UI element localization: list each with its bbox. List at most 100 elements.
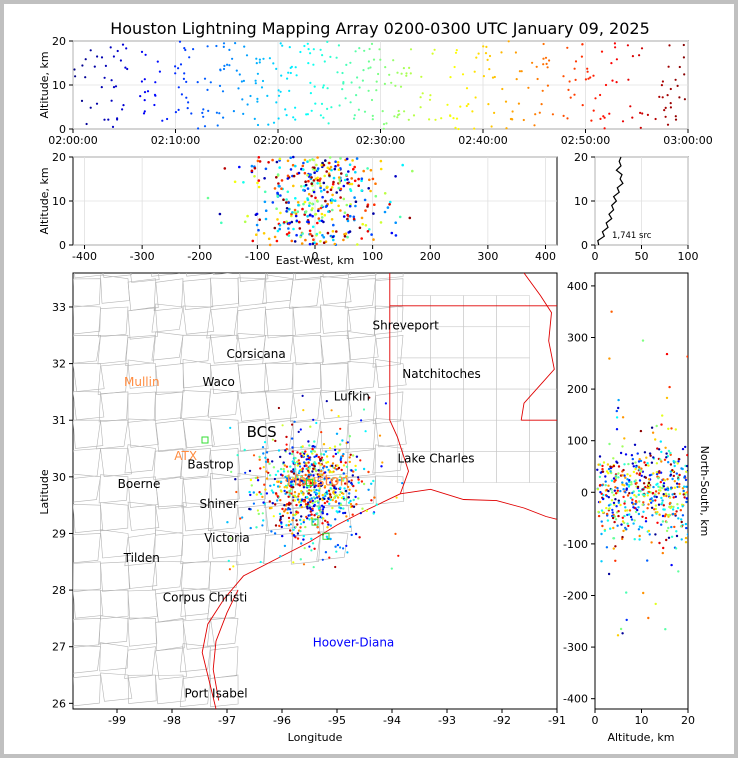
east-west-source-point [264, 217, 268, 221]
north-south-source-point [665, 396, 669, 400]
county-outline [179, 674, 211, 708]
map-source-point [321, 458, 325, 462]
map-source-point [316, 500, 319, 503]
map-source-point [324, 450, 328, 453]
map-source-point [296, 532, 300, 535]
station-marker [322, 532, 330, 540]
time-altitude-source-point [440, 117, 443, 120]
time-altitude-source-point [185, 96, 188, 99]
map-source-point [302, 534, 305, 538]
time-altitude-source-point [545, 62, 548, 65]
north-south-source-point [682, 489, 685, 493]
time-axis-tick-label: 02:50:00 [561, 134, 610, 147]
north-south-source-point [660, 423, 663, 426]
north-south-source-point [613, 480, 616, 483]
county-outline [99, 642, 129, 672]
map-source-point [297, 495, 300, 498]
time-altitude-source-point [384, 66, 387, 69]
time-altitude-source-point [629, 105, 632, 108]
north-south-source-point [617, 398, 620, 402]
time-altitude-source-point [139, 95, 142, 98]
map-source-point [292, 486, 295, 489]
north-south-source-point [597, 510, 600, 514]
east-west-source-point [312, 158, 315, 162]
east-west-y-tick-label: 20 [52, 151, 66, 164]
east-west-source-point [313, 171, 316, 174]
map-source-point [339, 486, 342, 489]
time-altitude-source-point [266, 94, 269, 97]
north-south-source-point [627, 485, 631, 488]
map-source-point [296, 523, 299, 526]
map-source-point [310, 497, 313, 500]
time-altitude-source-point [121, 43, 125, 46]
map-source-point [280, 521, 283, 524]
east-west-source-point [360, 177, 364, 180]
east-west-source-point [348, 163, 352, 166]
time-altitude-source-point [511, 110, 514, 113]
north-south-source-point [616, 524, 619, 527]
east-west-source-point [271, 201, 275, 204]
time-altitude-source-point [658, 95, 661, 98]
time-altitude-source-point [396, 71, 399, 74]
county-outline [237, 419, 269, 452]
north-south-source-point [617, 514, 620, 518]
time-altitude-source-point [664, 115, 667, 118]
map-source-point [354, 532, 358, 536]
time-altitude-source-point [80, 99, 84, 102]
map-source-point [335, 480, 338, 483]
east-west-source-point [286, 159, 290, 163]
county-outline [239, 273, 269, 282]
map-source-point [299, 479, 302, 482]
north-south-source-point [677, 570, 680, 573]
map-source-point [329, 524, 332, 527]
north-south-source-point [655, 424, 658, 428]
north-south-source-point [633, 538, 636, 541]
map-source-point [302, 538, 305, 541]
east-west-source-point [282, 221, 286, 224]
east-west-source-point [267, 237, 271, 241]
county-outline [292, 362, 321, 392]
north-south-source-point [611, 516, 615, 520]
map-source-point [270, 489, 274, 492]
east-west-source-point [317, 209, 320, 213]
county-outline [73, 305, 101, 335]
time-altitude-source-point [453, 65, 456, 69]
east-west-source-point [314, 177, 318, 181]
county-outline [125, 334, 156, 367]
north-south-source-point [680, 538, 683, 541]
time-altitude-source-point [654, 117, 657, 121]
east-west-source-point [331, 235, 335, 239]
time-altitude-source-point [112, 86, 116, 89]
north-south-source-point [631, 457, 634, 461]
map-source-point [262, 466, 265, 469]
time-altitude-source-point [280, 74, 283, 77]
map-source-point [351, 474, 354, 477]
time-axis-tick-label: 03:00:00 [663, 134, 712, 147]
map-source-point [346, 519, 349, 522]
map-source-point [329, 498, 332, 502]
map-source-point [294, 474, 298, 477]
east-west-source-point [293, 240, 297, 243]
time-altitude-source-point [203, 125, 207, 128]
map-source-point [286, 479, 290, 482]
time-altitude-source-point [342, 81, 345, 84]
map-source-point [299, 428, 302, 431]
map-source-point [261, 495, 264, 499]
map-source-point [284, 475, 287, 479]
east-west-source-point [301, 207, 304, 211]
north-south-source-point [635, 472, 639, 475]
time-altitude-source-point [256, 97, 259, 100]
time-altitude-source-point [329, 55, 332, 59]
time-altitude-source-point [345, 63, 348, 66]
north-south-source-point [664, 488, 667, 491]
time-altitude-source-point [397, 109, 400, 113]
east-west-source-point [254, 213, 258, 216]
map-source-point [285, 491, 289, 494]
map-source-point [319, 463, 322, 466]
map-source-point [285, 503, 289, 506]
map-source-point [292, 472, 296, 475]
map-source-point [320, 484, 323, 487]
map-source-point [397, 554, 400, 557]
map-source-points [226, 394, 404, 571]
east-west-source-point [345, 173, 348, 177]
